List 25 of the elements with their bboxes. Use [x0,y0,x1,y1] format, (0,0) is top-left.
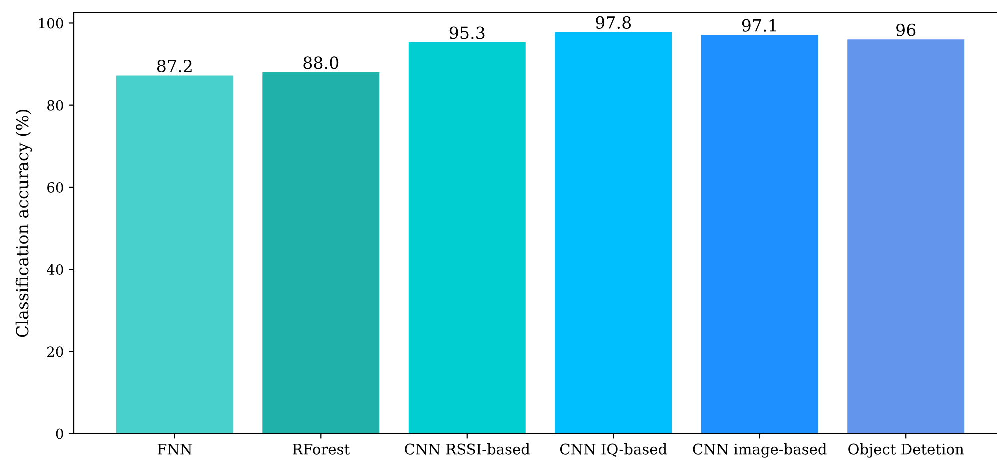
x-tick-label: Object Detetion [848,444,964,458]
bar [262,72,380,434]
y-tick-label: 100 [39,18,64,29]
bar [701,35,818,434]
x-tick-label: CNN RSSI-based [405,444,530,455]
data-label: 97.8 [596,16,632,30]
bar [848,40,965,434]
y-axis-title: Classification accuracy (%) [16,110,32,338]
y-tick-label: 60 [48,182,64,193]
data-label: 96 [896,24,916,36]
y-tick-label: 40 [47,264,64,276]
data-label: 97.1 [742,19,776,32]
data-label: 87.2 [157,60,192,73]
y-tick-label: 0 [56,428,64,440]
bar [408,42,526,434]
bar [116,76,234,434]
x-tick-label: RForest [292,444,350,455]
x-tick-label: FNN [158,444,192,455]
x-tick-label: CNN IQ-based [560,444,668,457]
data-label: 88.0 [304,56,339,70]
y-tick-label: 80 [48,100,64,111]
y-tick-label: 20 [48,346,64,358]
data-label: 95.3 [450,26,485,40]
bar [555,32,672,434]
x-tick-label: CNN image-based [693,444,827,458]
